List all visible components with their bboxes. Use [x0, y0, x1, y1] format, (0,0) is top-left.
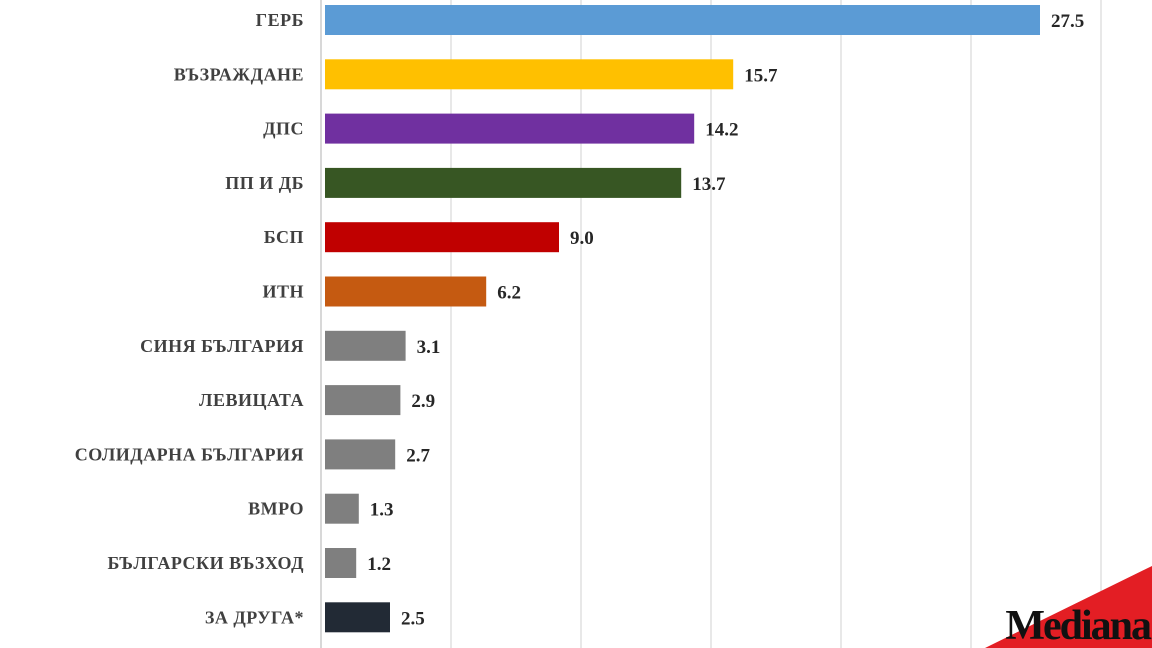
value-label: 6.2 [497, 283, 521, 304]
bars [325, 5, 1040, 633]
category-label: БЪЛГАРСКИ ВЪЗХОД [107, 553, 304, 573]
value-label: 15.7 [744, 65, 778, 86]
bar [325, 167, 682, 198]
category-label: СОЛИДАРНА БЪЛГАРИЯ [75, 444, 304, 464]
value-label: 9.0 [570, 228, 594, 249]
value-label: 2.7 [406, 445, 430, 466]
bar [325, 113, 695, 144]
mediana-logo: Mediana [985, 566, 1152, 648]
value-label: 27.5 [1051, 11, 1084, 32]
bar [325, 385, 401, 416]
category-label: ГЕРБ [256, 10, 304, 30]
category-label: ПП И ДБ [225, 173, 304, 193]
gridlines [320, 0, 1102, 648]
category-label: СИНЯ БЪЛГАРИЯ [140, 336, 304, 356]
value-label: 2.5 [401, 608, 425, 629]
bar [325, 439, 396, 470]
logo-accent-shape [985, 566, 1152, 648]
logo-text: Mediana [1005, 603, 1152, 648]
category-label: ЗА ДРУГА* [205, 607, 304, 627]
value-label: 1.2 [367, 554, 391, 575]
value-label: 13.7 [692, 174, 726, 195]
category-label: ВЪЗРАЖДАНЕ [174, 64, 304, 84]
bar [325, 330, 406, 361]
category-label: ДПС [263, 119, 304, 139]
value-label: 14.2 [705, 120, 738, 141]
category-label: БСП [264, 227, 304, 247]
category-label: ВМРО [248, 499, 304, 519]
bar [325, 493, 359, 524]
value-label: 3.1 [417, 337, 441, 358]
value-label: 2.9 [411, 391, 435, 412]
category-label: ЛЕВИЦАТА [199, 390, 304, 410]
value-label: 1.3 [370, 500, 394, 521]
category-label: ИТН [262, 282, 304, 302]
bar [325, 222, 559, 253]
bar [325, 59, 734, 90]
bar [325, 276, 487, 307]
bar [325, 602, 390, 633]
bar [325, 548, 357, 578]
value-labels: 27.5 15.7 14.2 13.7 9.0 6.2 3.1 2.9 2.7 1.3 1.2 2.5 [367, 11, 1084, 629]
category-labels: ГЕРБ ВЪЗРАЖДАНЕ ДПС ПП И ДБ БСП ИТН СИНЯ БЪЛГА… [75, 10, 304, 627]
bar [325, 5, 1040, 35]
